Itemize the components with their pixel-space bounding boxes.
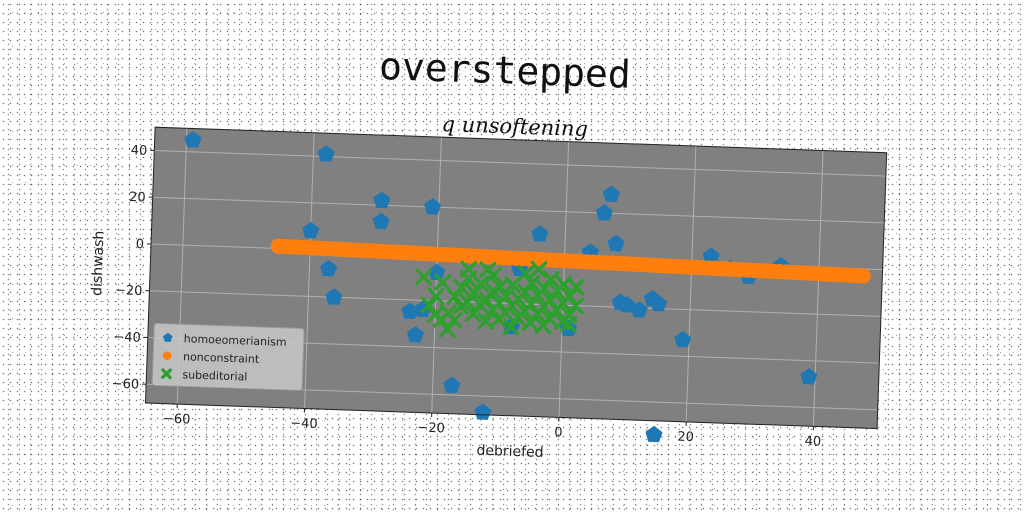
- x-point: [472, 275, 490, 293]
- x-point: [415, 268, 433, 286]
- x-point: [534, 317, 552, 335]
- pentagon-point: [618, 296, 636, 313]
- pentagon-point: [645, 425, 663, 443]
- legend-item: nonconstraint: [162, 350, 260, 366]
- series-subeditorial: [415, 260, 585, 338]
- pentagon-point: [302, 221, 320, 239]
- pentagon-point: [325, 288, 343, 305]
- pentagon-point: [443, 376, 461, 394]
- pentagon-point: [320, 260, 338, 277]
- pentagon-point: [406, 326, 425, 343]
- pentagon-point: [650, 294, 668, 312]
- x-point: [502, 318, 520, 336]
- x-point: [438, 320, 456, 338]
- x-point: [542, 270, 560, 288]
- legend-label: nonconstraint: [183, 350, 260, 366]
- pentagon-point: [630, 301, 648, 318]
- x-point: [523, 274, 541, 292]
- x-point: [517, 264, 535, 283]
- pentagon-point: [428, 263, 446, 281]
- x-point: [420, 296, 438, 314]
- y-axis-label: dishwash: [89, 230, 107, 296]
- x-grid-line: [685, 146, 697, 422]
- y-tick-label: 20: [129, 190, 146, 206]
- x-tick-label: −40: [290, 416, 318, 432]
- pentagon-point: [702, 247, 720, 265]
- x-tick-label: 20: [677, 430, 694, 446]
- x-point: [560, 315, 578, 333]
- plot-frame: [144, 126, 888, 430]
- x-point: [567, 278, 585, 296]
- x-point: [445, 311, 463, 329]
- legend-marker: [163, 332, 173, 342]
- x-grid-line: [304, 132, 315, 409]
- axis-ticks: −60 −40 −20 0 20 40 −60 −40 −20 0 20 40: [111, 143, 821, 450]
- x-grid-line: [558, 141, 570, 418]
- x-tick-label: 40: [804, 434, 821, 450]
- legend-label: homoeomerianism: [184, 332, 287, 349]
- y-tick-label: 40: [130, 143, 147, 159]
- pentagon-point: [602, 185, 621, 203]
- x-point: [464, 305, 482, 323]
- x-tick-label: −20: [417, 421, 445, 437]
- legend-box: [151, 322, 305, 391]
- x-point: [530, 260, 548, 278]
- pentagon-point: [373, 191, 391, 209]
- pentagon-point: [424, 198, 442, 215]
- x-point: [453, 279, 471, 297]
- x-point: [460, 260, 478, 278]
- x-point: [560, 287, 579, 305]
- legend-label: subeditorial: [182, 368, 247, 383]
- series-nonconstraint: [270, 238, 871, 284]
- pentagon-point: [372, 212, 390, 230]
- pentagon-point: [531, 225, 549, 242]
- y-tick-label: −40: [113, 330, 141, 346]
- x-tick-label: −60: [163, 412, 191, 428]
- x-point: [567, 297, 585, 315]
- x-point: [446, 288, 464, 306]
- legend-marker: [161, 368, 172, 380]
- x-axis-label: debriefed: [476, 443, 544, 461]
- chart-figure: −60 −40 −20 0 20 40 −60 −40 −20 0 20 40 debriefed d…: [89, 126, 888, 461]
- data-marks: [184, 131, 871, 443]
- y-grid-line: [152, 196, 885, 224]
- y-tick-label: −60: [111, 377, 139, 393]
- y-tick-label: 0: [135, 237, 144, 252]
- pentagon-point: [595, 204, 613, 221]
- x-point: [434, 273, 452, 291]
- legend-marker: [162, 351, 172, 360]
- pentagon-point: [474, 403, 492, 420]
- circle-point: [855, 268, 871, 284]
- x-point: [465, 284, 483, 302]
- x-point: [427, 287, 445, 305]
- plot-area: [145, 127, 887, 429]
- pentagon-point: [800, 368, 818, 385]
- pentagon-point: [317, 145, 335, 162]
- y-grid-line: [154, 150, 886, 177]
- x-tick-label: 0: [554, 425, 563, 440]
- y-tick-label: −20: [115, 283, 143, 299]
- pentagon-point: [184, 131, 202, 148]
- x-point: [479, 261, 497, 279]
- pentagon-point: [607, 234, 625, 252]
- pentagon-point: [674, 330, 692, 348]
- legend-item: subeditorial: [161, 368, 248, 384]
- legend-item: homoeomerianism: [163, 332, 287, 349]
